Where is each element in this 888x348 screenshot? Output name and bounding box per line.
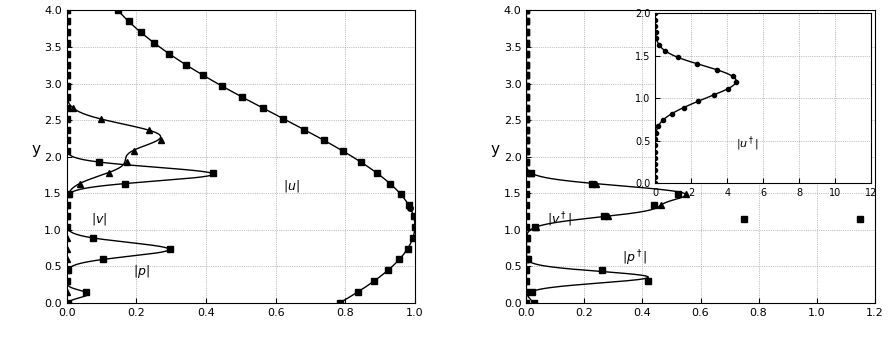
Text: $|u|$: $|u|$ <box>282 178 299 194</box>
Text: $|p|$: $|p|$ <box>133 263 149 280</box>
Text: $|p^\dagger|$: $|p^\dagger|$ <box>622 249 647 268</box>
Text: $|v^\dagger|$: $|v^\dagger|$ <box>547 211 572 229</box>
Y-axis label: y: y <box>491 142 500 157</box>
Y-axis label: y: y <box>31 142 40 157</box>
Text: $|v|$: $|v|$ <box>91 211 107 227</box>
